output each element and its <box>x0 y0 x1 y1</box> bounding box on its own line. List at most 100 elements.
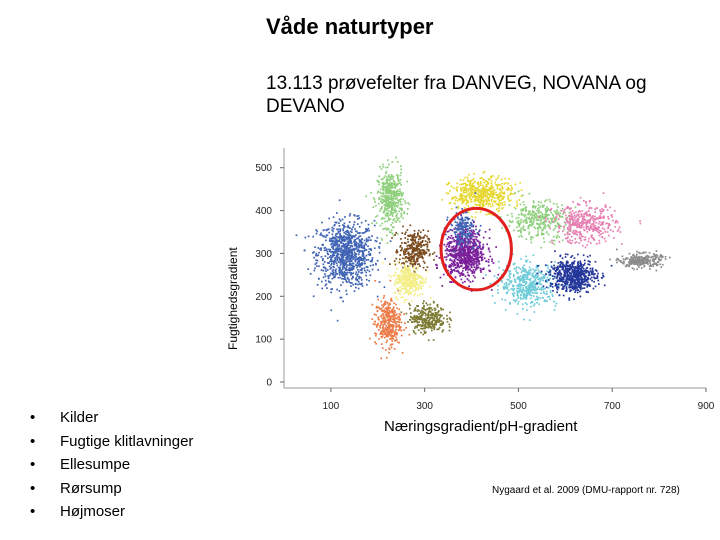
data-point <box>319 248 321 250</box>
data-point <box>481 191 484 193</box>
data-point <box>550 217 552 220</box>
data-point <box>418 321 420 323</box>
data-point <box>393 260 396 262</box>
data-point <box>426 323 429 326</box>
data-point <box>470 265 473 268</box>
data-point <box>493 189 496 191</box>
data-point <box>459 248 462 250</box>
data-point <box>406 292 409 294</box>
data-point <box>545 209 547 212</box>
data-point <box>357 280 360 283</box>
data-point <box>520 208 523 211</box>
data-point <box>441 198 443 201</box>
data-point <box>332 230 334 233</box>
data-point <box>343 226 345 229</box>
data-point <box>385 205 387 207</box>
data-point <box>575 221 578 223</box>
data-point <box>416 257 418 260</box>
data-point <box>537 278 539 281</box>
data-point <box>449 258 452 261</box>
data-point <box>427 320 430 322</box>
data-point <box>453 259 456 261</box>
data-point <box>459 250 462 252</box>
data-point <box>349 268 351 270</box>
data-point <box>462 259 464 262</box>
data-point <box>380 237 383 240</box>
data-point <box>348 221 351 223</box>
data-point <box>463 207 466 209</box>
data-point <box>342 255 345 258</box>
data-point <box>412 252 414 254</box>
data-point <box>386 195 388 197</box>
data-point <box>532 200 535 202</box>
data-point <box>579 231 582 233</box>
data-point <box>323 249 326 252</box>
data-point <box>523 284 526 287</box>
data-point <box>329 268 332 270</box>
data-point <box>469 229 471 232</box>
data-point <box>398 308 401 311</box>
data-point <box>594 226 596 229</box>
data-point <box>450 268 452 271</box>
data-point <box>611 216 613 218</box>
data-point <box>375 326 378 328</box>
data-point <box>467 262 470 264</box>
data-point <box>376 324 378 327</box>
data-point <box>384 188 387 191</box>
data-point <box>470 230 473 233</box>
data-point <box>456 240 458 243</box>
data-point <box>460 278 463 281</box>
data-point <box>435 317 438 320</box>
data-point <box>466 260 469 262</box>
data-point <box>583 213 585 216</box>
data-point <box>448 202 451 205</box>
data-point <box>364 269 366 272</box>
data-point <box>547 208 550 211</box>
data-point <box>385 315 388 318</box>
data-point <box>387 304 390 306</box>
data-point <box>399 245 402 248</box>
data-point <box>393 204 396 206</box>
data-point <box>468 194 471 196</box>
data-point <box>340 284 342 286</box>
data-point <box>480 206 483 209</box>
data-point <box>382 195 384 197</box>
data-point <box>503 182 506 185</box>
data-point <box>524 296 527 299</box>
data-point <box>386 189 389 191</box>
data-point <box>385 357 388 359</box>
data-point <box>415 253 417 255</box>
data-point <box>346 229 349 232</box>
data-point <box>391 175 393 177</box>
data-point <box>569 225 572 228</box>
data-point <box>499 195 502 197</box>
data-point <box>320 232 322 235</box>
data-point <box>521 209 523 212</box>
data-point <box>535 213 537 216</box>
data-point <box>407 291 410 294</box>
data-point <box>413 309 415 312</box>
data-point <box>518 279 521 282</box>
data-point <box>358 263 361 266</box>
data-point <box>409 273 412 276</box>
data-point <box>384 209 386 212</box>
data-point <box>345 256 348 259</box>
data-point <box>498 201 501 203</box>
data-point <box>380 201 383 204</box>
data-point <box>490 200 493 202</box>
data-point <box>460 195 463 197</box>
data-point <box>549 241 552 243</box>
data-point <box>542 228 544 230</box>
data-point <box>525 269 527 272</box>
data-point <box>448 246 451 248</box>
data-point <box>383 204 386 206</box>
data-point <box>345 242 347 245</box>
data-point <box>521 280 524 283</box>
data-point <box>469 198 472 201</box>
data-point <box>336 288 338 291</box>
data-point <box>400 249 402 252</box>
data-point <box>544 225 547 227</box>
data-point <box>472 185 475 187</box>
data-point <box>531 210 534 212</box>
data-point <box>457 205 460 208</box>
